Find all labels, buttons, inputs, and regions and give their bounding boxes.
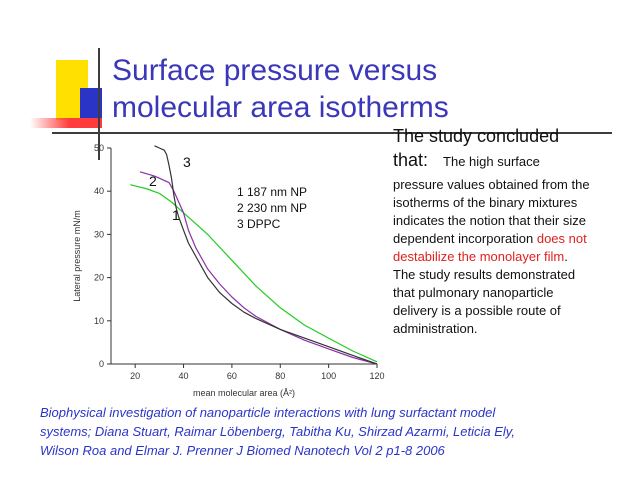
conclusion-highlight: does not destabilize the monolayer film xyxy=(393,231,587,264)
citation-line-2: systems; Diana Stuart, Raimar Löbenberg,… xyxy=(40,424,515,439)
conclusion-lead-line: that: The high surface xyxy=(393,148,593,174)
curve-label-1: 1 xyxy=(172,207,180,223)
conclusion-text: The study concluded that: The high surfa… xyxy=(393,124,593,338)
citation-line-3: Wilson Roa and Elmar J. Prenner J Biomed… xyxy=(40,443,445,458)
decorative-red-bar xyxy=(30,118,102,128)
y-axis-label: Lateral pressure mN/m xyxy=(72,210,82,302)
x-tick-label: 80 xyxy=(275,371,285,381)
x-tick-label: 100 xyxy=(321,371,336,381)
series-line-1 xyxy=(130,184,378,363)
slide-title-line-1: Surface pressure versus xyxy=(112,54,438,87)
decorative-horizontal-rule xyxy=(52,132,612,134)
conclusion-body-before: pressure values obtained from the isothe… xyxy=(393,177,590,246)
series-line-2 xyxy=(139,171,378,365)
legend-entry-3: 3 DPPC xyxy=(237,217,281,231)
y-tick-label: 40 xyxy=(94,186,104,196)
y-tick-label: 0 xyxy=(99,359,104,369)
x-tick-label: 20 xyxy=(130,371,140,381)
conclusion-body: pressure values obtained from the isothe… xyxy=(393,176,593,338)
y-tick-label: 10 xyxy=(94,316,104,326)
x-axis-label: mean molecular area (Å²) xyxy=(193,388,295,398)
decorative-vertical-rule xyxy=(98,48,100,160)
citation-line-1: Biophysical investigation of nanoparticl… xyxy=(40,405,496,420)
legend-entry-1: 1 187 nm NP xyxy=(237,185,307,199)
citation: Biophysical investigation of nanoparticl… xyxy=(40,403,600,460)
series-line-3 xyxy=(154,145,378,365)
legend-entry-2: 2 230 nm NP xyxy=(237,201,307,215)
conclusion-lead: The high surface xyxy=(443,154,540,169)
y-tick-label: 30 xyxy=(94,229,104,239)
x-tick-label: 60 xyxy=(227,371,237,381)
conclusion-heading: The study concluded xyxy=(393,126,560,146)
y-tick-label: 20 xyxy=(94,273,104,283)
y-tick-label: 50 xyxy=(94,143,104,153)
slide-title-line-2: molecular area isotherms xyxy=(112,91,449,124)
x-tick-label: 120 xyxy=(369,371,384,381)
conclusion-body-after: . The study results demonstrated that pu… xyxy=(393,249,576,336)
conclusion-that: that: xyxy=(393,150,429,170)
slide-title: Surface pressure versus molecular area i… xyxy=(112,52,449,126)
curve-label-3: 3 xyxy=(183,154,191,170)
curve-label-2: 2 xyxy=(149,173,157,189)
x-tick-label: 40 xyxy=(179,371,189,381)
